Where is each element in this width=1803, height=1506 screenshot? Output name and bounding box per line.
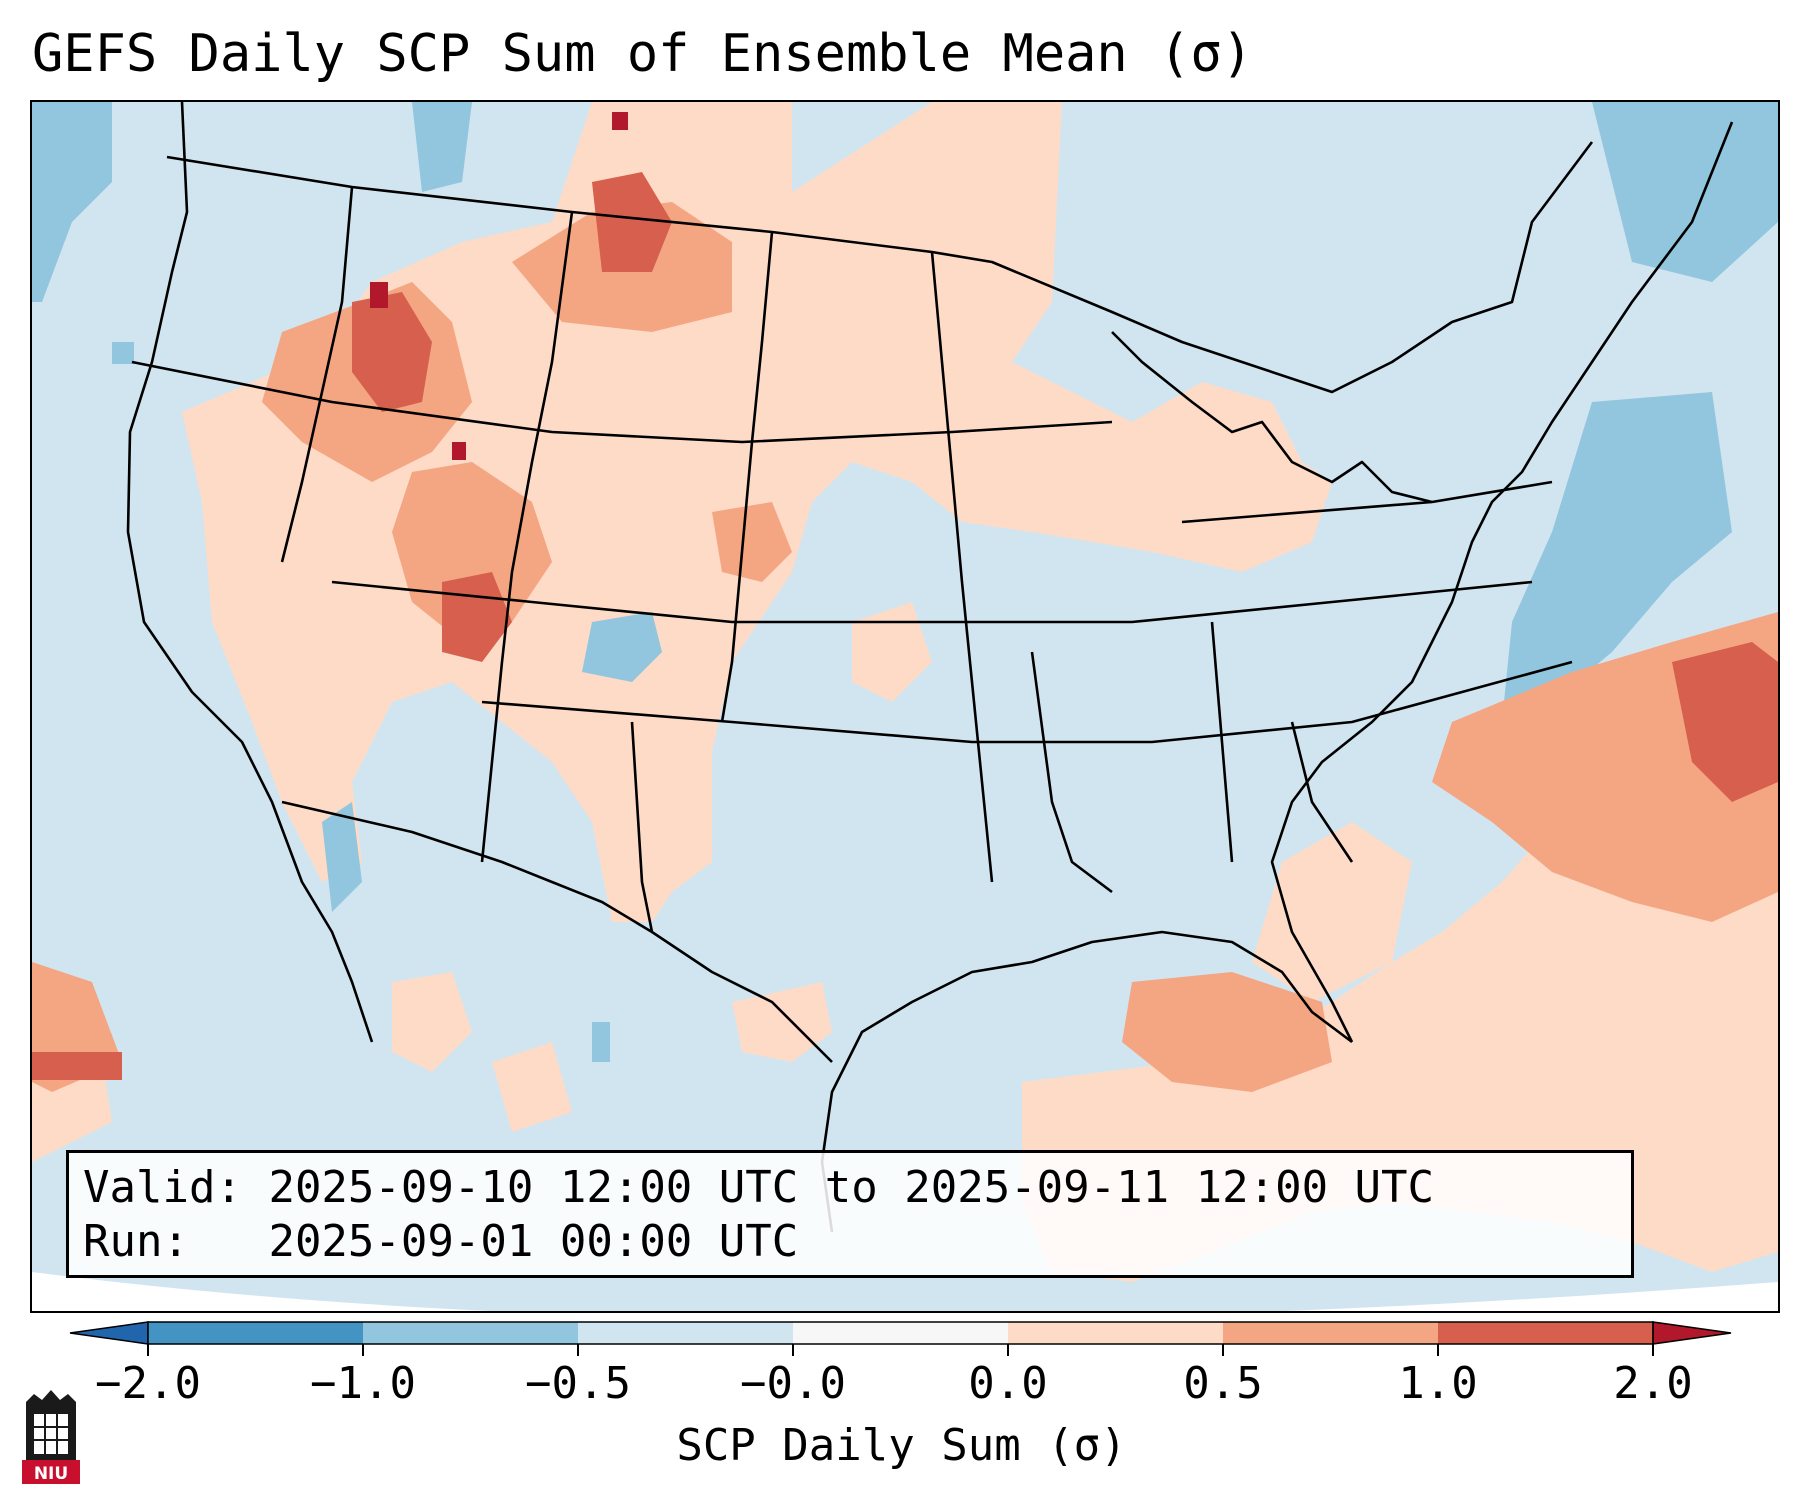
state-line-12 — [1181, 480, 1553, 524]
validity-info-box: Valid: 2025-09-10 12:00 UTC to 2025-09-1… — [66, 1150, 1634, 1278]
west-coast-line — [126, 102, 374, 1043]
state-line-2 — [480, 211, 574, 863]
valid-range-text: 2025-09-10 12:00 UTC to 2025-09-11 12:00… — [268, 1162, 1435, 1213]
state-line-3 — [720, 231, 774, 723]
state-line-7 — [481, 660, 1573, 744]
colorbar-tick-label: 0.0 — [968, 1358, 1048, 1409]
colorbar-bin — [578, 1322, 793, 1344]
political-boundaries — [126, 102, 1734, 1233]
colorbar-tick-label: −2.0 — [95, 1358, 201, 1409]
colorbar-bin — [793, 1322, 1008, 1344]
logo-text: NIU — [34, 1464, 68, 1484]
run-label: Run: — [83, 1216, 189, 1267]
anomaly-strong-red-regions — [32, 172, 1778, 1080]
colorbar-bin — [148, 1322, 363, 1344]
state-line-10 — [1290, 721, 1354, 863]
colorbar-label: SCP Daily Sum (σ) — [676, 1420, 1127, 1471]
state-line-4 — [930, 251, 994, 883]
colorbar-tick-label: −0.5 — [525, 1358, 631, 1409]
colorbar-bin — [363, 1322, 578, 1344]
colorbar-tick-label: 0.5 — [1183, 1358, 1263, 1409]
anomaly-extreme-red-regions — [370, 112, 628, 460]
state-line-5 — [131, 360, 1113, 444]
colorbar-tick-label: 1.0 — [1398, 1358, 1478, 1409]
state-line-6 — [331, 580, 1533, 624]
east-coast-line — [1270, 121, 1734, 1043]
map-canvas — [32, 102, 1778, 1311]
state-line-1 — [280, 186, 354, 563]
map-title: GEFS Daily SCP Sum of Ensemble Mean (σ) — [32, 24, 1253, 84]
colorbar-bin — [1438, 1322, 1653, 1344]
logo-window-grid — [34, 1414, 68, 1454]
map-domain-edge — [32, 1272, 1778, 1311]
colorbar — [69, 1321, 1732, 1356]
colorbar-tick-label: −1.0 — [310, 1358, 416, 1409]
colorbar-bin — [1223, 1322, 1438, 1344]
logo-window-frame — [34, 1414, 68, 1454]
us-canada-border — [166, 141, 1594, 394]
colorbar-tick-label: 2.0 — [1613, 1358, 1693, 1409]
anomaly-blue-regions — [32, 102, 1778, 1062]
run-time-text: 2025-09-01 00:00 UTC — [268, 1216, 799, 1267]
gulf-coast-line — [820, 930, 1353, 1233]
niu-logo: NIU — [22, 1390, 80, 1484]
colorbar-outline — [147, 1321, 1654, 1345]
colorbar-tick-label: −0.0 — [740, 1358, 846, 1409]
mexico-border — [281, 800, 833, 1063]
colorbar-extend-low — [69, 1321, 149, 1345]
state-line-9 — [1210, 621, 1234, 863]
colorbar-bin — [1008, 1322, 1223, 1344]
state-line-11 — [630, 721, 654, 933]
state-line-8 — [1030, 651, 1113, 894]
logo-red-banner — [22, 1460, 80, 1484]
colorbar-bins — [69, 1321, 1732, 1356]
valid-label: Valid: — [83, 1162, 242, 1213]
map-panel[interactable] — [30, 100, 1780, 1313]
colorbar-extend-high — [1652, 1321, 1732, 1345]
great-lakes-line — [1111, 331, 1433, 504]
